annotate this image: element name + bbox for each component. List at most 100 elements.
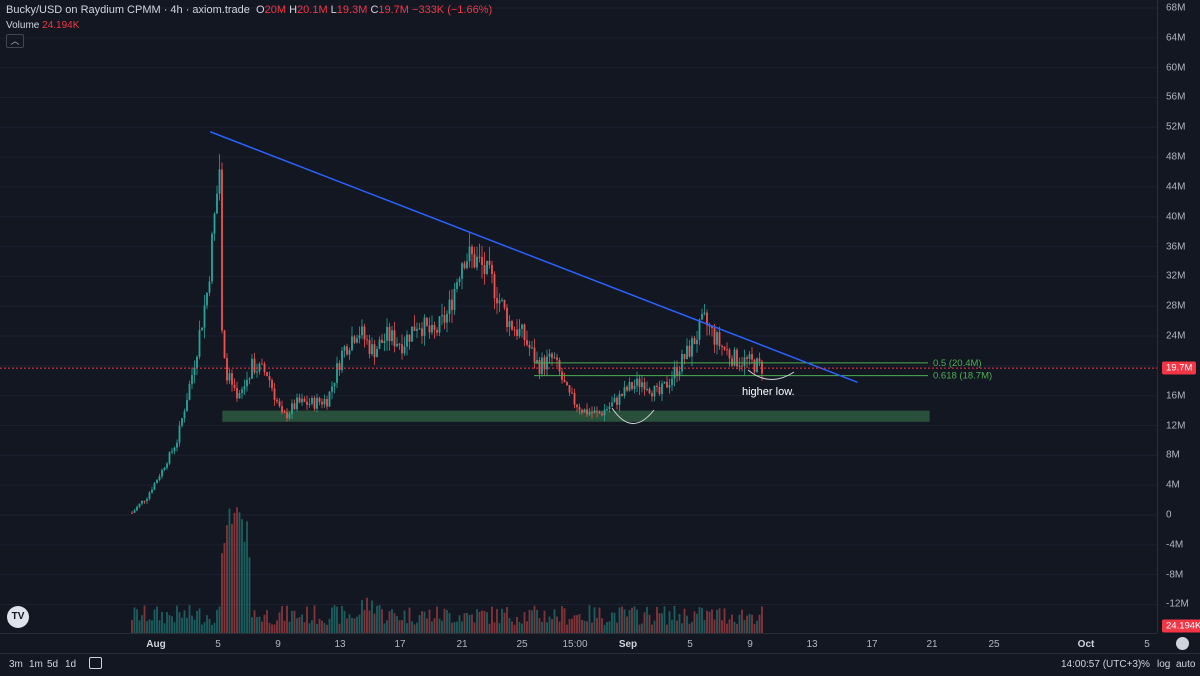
percent-toggle[interactable]: % xyxy=(1141,659,1150,670)
trendline[interactable] xyxy=(209,131,858,383)
volume-bar xyxy=(448,613,451,633)
candle xyxy=(386,318,388,351)
volume-bar xyxy=(468,614,471,633)
volume-bar xyxy=(353,618,356,633)
candle xyxy=(131,511,133,514)
candle xyxy=(588,407,591,417)
candle xyxy=(333,382,336,394)
volume-bar xyxy=(586,621,588,633)
volume-bar xyxy=(548,616,551,633)
candle xyxy=(176,439,178,452)
volume-bar xyxy=(576,615,578,633)
volume-bar xyxy=(471,614,473,633)
candle xyxy=(678,365,681,381)
volume-bar xyxy=(693,611,696,633)
volume-bar xyxy=(313,605,316,633)
tradingview-logo-icon[interactable]: TV xyxy=(7,606,29,628)
candle xyxy=(656,383,658,393)
candle xyxy=(488,246,491,269)
volume-bar xyxy=(298,617,301,633)
candle xyxy=(536,351,538,365)
low-arc xyxy=(611,407,655,424)
volume-bar xyxy=(501,608,503,633)
price-tick-label: 12M xyxy=(1166,420,1186,432)
candle xyxy=(703,303,706,316)
candle xyxy=(456,278,458,293)
volume-bar xyxy=(241,519,243,633)
candle xyxy=(271,378,273,392)
candle xyxy=(178,421,181,447)
candle xyxy=(311,395,313,406)
volume-bar xyxy=(666,624,668,633)
chart-canvas[interactable]: 0.5 (20.4M) 0.618 (18.7M) higher low. xyxy=(0,0,1157,633)
volume-bar xyxy=(473,622,476,633)
volume-bar xyxy=(606,622,608,633)
volume-bar xyxy=(138,620,141,633)
time-scale[interactable]: Aug 5 9 13 17 21 25 15:00 Sep 5 9 13 17 21 25 Oct 5 xyxy=(0,633,1157,654)
higher-low-arcs: higher low. xyxy=(611,369,795,424)
volume-bar xyxy=(461,621,463,633)
volume-bar xyxy=(438,618,441,633)
candle xyxy=(691,335,693,367)
candle xyxy=(353,334,356,345)
volume-bar xyxy=(318,618,321,633)
candle xyxy=(586,403,588,418)
volume-bar xyxy=(761,606,763,633)
symbol-legend[interactable]: Bucky/USD on Raydium CPMM · 4h · axiom.t… xyxy=(6,4,492,16)
volume-bar xyxy=(236,507,238,633)
candle xyxy=(636,371,638,393)
volume-bar xyxy=(216,609,218,633)
candle xyxy=(401,334,403,360)
candle xyxy=(193,360,196,384)
last-price-badge: 19.7M xyxy=(1162,361,1197,375)
volume-legend[interactable]: Volume 24.194K xyxy=(6,20,80,31)
candle xyxy=(251,354,253,380)
candle xyxy=(393,321,396,353)
volume-bar xyxy=(538,618,541,633)
symbol-title[interactable]: Bucky/USD on Raydium CPMM · 4h · axiom.t… xyxy=(6,4,250,16)
volume-bar xyxy=(741,609,743,633)
volume-bar xyxy=(131,620,133,633)
log-toggle[interactable]: log xyxy=(1157,659,1171,670)
price-tick-label: 64M xyxy=(1166,32,1186,44)
price-scale[interactable]: 68M64M60M56M52M48M44M40M36M32M28M24M20M1… xyxy=(1157,0,1200,633)
range-5d-button[interactable]: 5d xyxy=(47,659,59,670)
candle xyxy=(696,331,698,353)
candle xyxy=(606,405,608,412)
volume-bar xyxy=(563,608,566,633)
volume-bar xyxy=(508,617,511,633)
bottom-toolbar: 3m 1m 5d 1d 14:00:57 (UTC+3) % log auto xyxy=(0,653,1200,676)
volume-bar xyxy=(311,620,313,633)
candle xyxy=(583,408,586,413)
time-tick-label: 25 xyxy=(516,639,528,650)
chevron-up-icon[interactable]: ︿ xyxy=(6,34,24,48)
candle xyxy=(321,398,323,409)
candle xyxy=(378,336,381,350)
candle xyxy=(551,352,553,366)
candle xyxy=(721,344,723,356)
volume-bar xyxy=(153,609,156,633)
volume-bar xyxy=(688,623,691,633)
volume-bar xyxy=(226,525,228,633)
volume-bar xyxy=(286,605,288,633)
clock-timezone[interactable]: 14:00:57 (UTC+3) xyxy=(1061,659,1142,670)
volume-bar xyxy=(271,624,273,633)
volume-bar xyxy=(341,606,343,633)
range-1m-button[interactable]: 1m xyxy=(29,659,43,670)
settings-icon[interactable] xyxy=(1176,637,1189,650)
candle xyxy=(516,319,518,340)
range-1d-button[interactable]: 1d xyxy=(65,659,77,670)
calendar-icon[interactable] xyxy=(89,657,102,669)
candle xyxy=(608,402,611,413)
candle xyxy=(468,231,471,268)
auto-toggle[interactable]: auto xyxy=(1176,659,1196,670)
candle xyxy=(206,292,208,310)
range-3m-button[interactable]: 3m xyxy=(9,659,23,670)
volume-bar xyxy=(361,600,363,633)
volume-bar xyxy=(306,606,308,633)
candle xyxy=(306,395,308,410)
candle xyxy=(183,408,186,423)
candle xyxy=(391,325,393,346)
volume-bar xyxy=(328,618,331,633)
price-tick-label: 68M xyxy=(1166,2,1186,14)
